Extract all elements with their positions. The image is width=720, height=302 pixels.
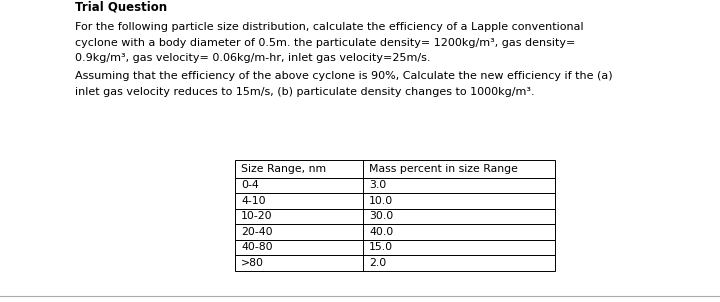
Text: 10-20: 10-20 — [241, 211, 273, 221]
Text: 0.9kg/m³, gas velocity= 0.06kg/m-hr, inlet gas velocity=25m/s.: 0.9kg/m³, gas velocity= 0.06kg/m-hr, inl… — [75, 53, 431, 63]
Text: 0-4: 0-4 — [241, 180, 258, 190]
Text: 4-10: 4-10 — [241, 196, 266, 206]
Text: 10.0: 10.0 — [369, 196, 393, 206]
Text: 30.0: 30.0 — [369, 211, 393, 221]
Text: Mass percent in size Range: Mass percent in size Range — [369, 164, 518, 174]
Text: 40.0: 40.0 — [369, 227, 393, 237]
Bar — [235, 208, 555, 224]
Text: Assuming that the efficiency of the above cyclone is 90%, Calculate the new effi: Assuming that the efficiency of the abov… — [75, 71, 613, 81]
Text: cyclone with a body diameter of 0.5m. the particulate density= 1200kg/m³, gas de: cyclone with a body diameter of 0.5m. th… — [75, 37, 575, 47]
Bar — [235, 160, 555, 178]
Bar — [235, 193, 555, 208]
Bar — [235, 255, 555, 271]
Text: 40-80: 40-80 — [241, 242, 273, 252]
Text: >80: >80 — [241, 258, 264, 268]
Text: 20-40: 20-40 — [241, 227, 273, 237]
Text: 2.0: 2.0 — [369, 258, 386, 268]
Text: 3.0: 3.0 — [369, 180, 386, 190]
Text: Size Range, nm: Size Range, nm — [241, 164, 326, 174]
Bar — [235, 239, 555, 255]
Text: 15.0: 15.0 — [369, 242, 393, 252]
Bar — [235, 224, 555, 239]
Bar — [235, 178, 555, 193]
Text: inlet gas velocity reduces to 15m/s, (b) particulate density changes to 1000kg/m: inlet gas velocity reduces to 15m/s, (b)… — [75, 86, 535, 97]
Text: Trial Question: Trial Question — [75, 1, 167, 14]
Text: For the following particle size distribution, calculate the efficiency of a Lapp: For the following particle size distribu… — [75, 22, 584, 32]
